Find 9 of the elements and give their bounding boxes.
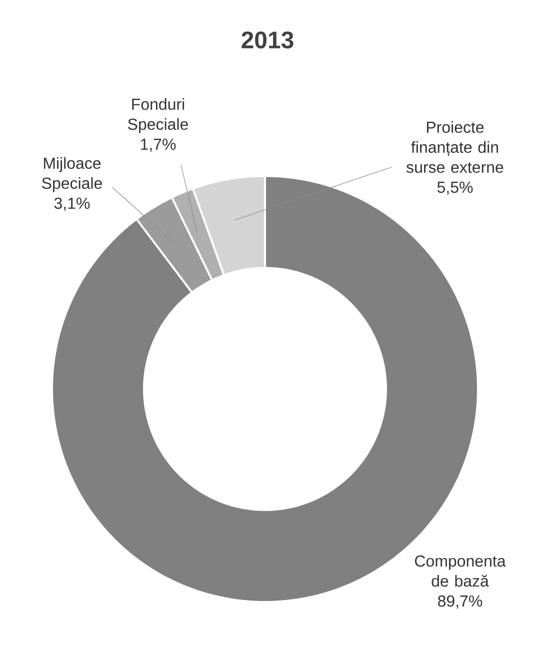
- slice-label: Fonduri Speciale: [128, 98, 188, 134]
- slice-label: Componenta de bază: [415, 555, 506, 587]
- data-label: 89,7%: [438, 595, 482, 609]
- slice-label: Proiecte finanțate din surse externe: [406, 121, 504, 173]
- data-label: 3,1%: [54, 198, 90, 211]
- data-label: 1,7%: [140, 138, 176, 152]
- data-label: 5,5%: [437, 182, 473, 195]
- chart-title: 2013: [242, 31, 294, 48]
- slice-label: Mijloace Speciale: [42, 157, 102, 192]
